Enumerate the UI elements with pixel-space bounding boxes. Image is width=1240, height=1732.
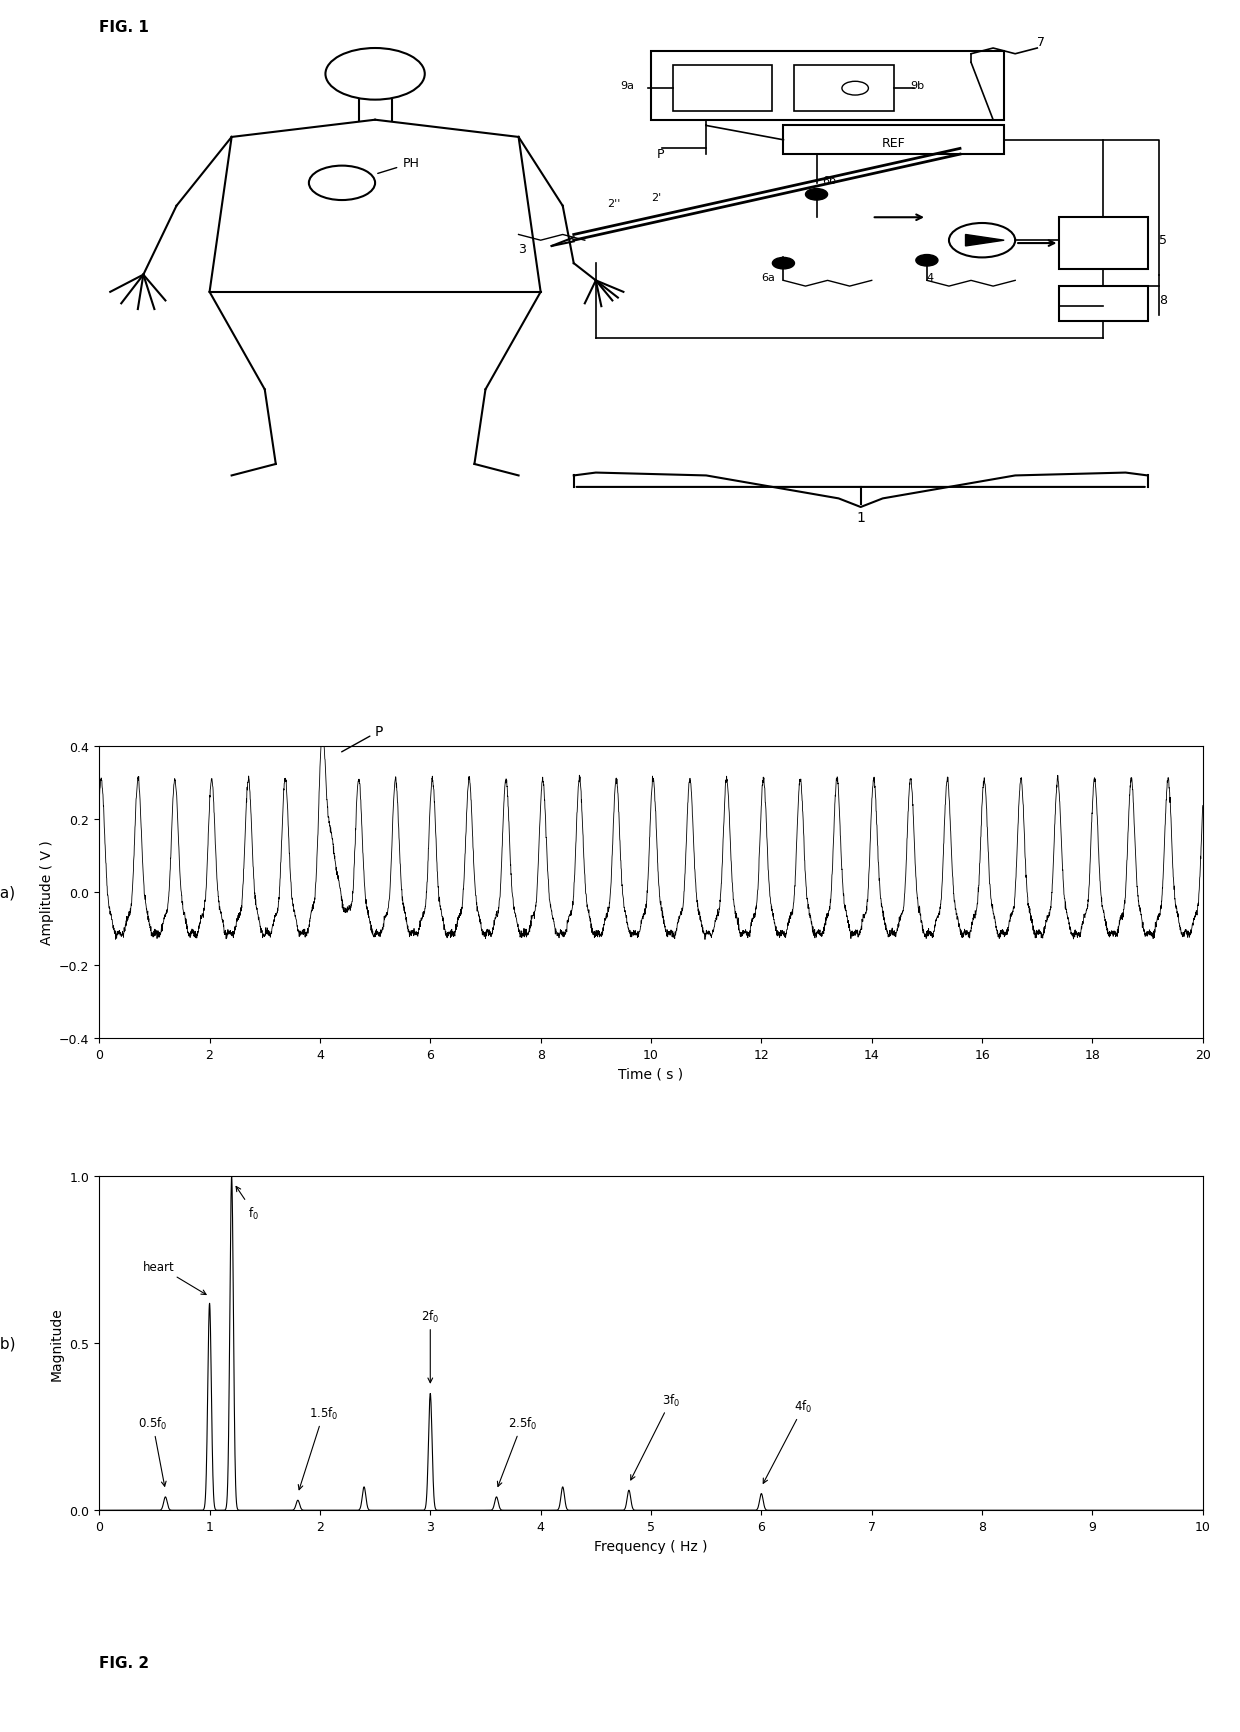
Circle shape <box>773 258 795 270</box>
Bar <box>1059 218 1147 270</box>
Bar <box>673 66 773 113</box>
Text: 5: 5 <box>1158 234 1167 248</box>
Y-axis label: Magnitude: Magnitude <box>50 1306 64 1380</box>
Text: P: P <box>656 147 663 161</box>
Text: 8: 8 <box>1158 294 1167 307</box>
Circle shape <box>916 255 937 267</box>
Y-axis label: Amplitude ( V ): Amplitude ( V ) <box>40 840 53 944</box>
Polygon shape <box>966 236 1004 246</box>
Text: 6a: 6a <box>761 274 775 284</box>
Text: FIG. 2: FIG. 2 <box>99 1656 149 1670</box>
Text: (b): (b) <box>0 1335 16 1351</box>
Text: 2.5f$_0$: 2.5f$_0$ <box>497 1415 537 1486</box>
Text: FIG. 1: FIG. 1 <box>99 19 149 35</box>
Text: 3f$_0$: 3f$_0$ <box>631 1391 681 1481</box>
Text: 9b: 9b <box>910 81 925 92</box>
Text: 9a: 9a <box>620 81 635 92</box>
Text: 3: 3 <box>518 242 527 256</box>
Text: 2': 2' <box>651 192 661 203</box>
Bar <box>795 66 894 113</box>
Text: 6b: 6b <box>822 175 836 185</box>
Text: 4f$_0$: 4f$_0$ <box>764 1398 813 1483</box>
Text: 7: 7 <box>1037 36 1045 48</box>
Bar <box>651 52 1004 121</box>
Text: PH: PH <box>403 156 419 170</box>
Text: 2'': 2'' <box>606 199 620 208</box>
Circle shape <box>806 189 827 201</box>
Text: f$_0$: f$_0$ <box>236 1186 259 1221</box>
Text: 4: 4 <box>928 274 934 284</box>
X-axis label: Frequency ( Hz ): Frequency ( Hz ) <box>594 1538 708 1552</box>
X-axis label: Time ( s ): Time ( s ) <box>619 1067 683 1081</box>
Text: 2f$_0$: 2f$_0$ <box>422 1308 439 1382</box>
Text: P: P <box>342 724 383 752</box>
Text: REF: REF <box>882 137 905 151</box>
Text: 1: 1 <box>857 511 866 525</box>
Text: (a): (a) <box>0 885 16 901</box>
Text: 0.5f$_0$: 0.5f$_0$ <box>138 1415 167 1486</box>
Text: heart: heart <box>144 1261 206 1296</box>
Bar <box>784 126 1004 156</box>
Text: 1.5f$_0$: 1.5f$_0$ <box>299 1405 339 1490</box>
Bar <box>1059 288 1147 322</box>
